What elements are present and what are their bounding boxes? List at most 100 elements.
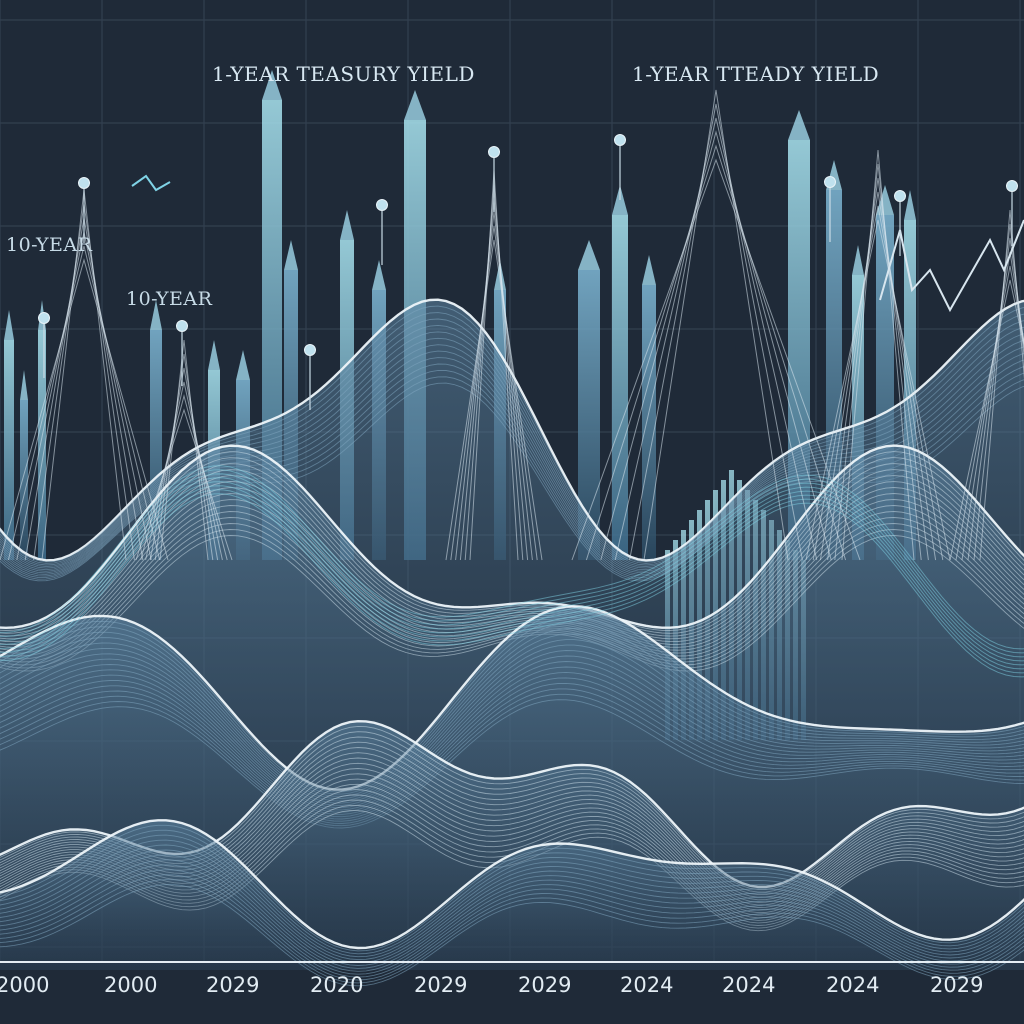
spike-line [955, 265, 1024, 561]
spike-line [600, 130, 832, 561]
spike-line [967, 237, 1024, 561]
jagged-line [879, 219, 1024, 313]
x-tick-label: 2000 [0, 973, 50, 997]
wave-band-line [0, 699, 1024, 829]
wave-band-line [0, 849, 1024, 966]
stem-dot [824, 176, 836, 188]
spike-line [571, 158, 861, 561]
spike-line [812, 205, 944, 561]
title-left: 1-YEAR TEASURY YIELD [212, 62, 475, 86]
spike-bar-cap [788, 110, 810, 140]
spike-line [827, 177, 929, 561]
wave-band-line [0, 819, 1024, 950]
wave-band-line [0, 864, 1024, 975]
spike-line [7, 245, 161, 561]
wave-band-line [0, 844, 1024, 963]
x-tick-label: 2000 [104, 973, 158, 997]
spike-line [154, 353, 214, 561]
wave-band-line [0, 650, 1024, 809]
spike-line [834, 163, 922, 561]
stem-dot [78, 177, 90, 189]
wave-band-line [0, 688, 1024, 824]
spike-bar-cap [236, 350, 250, 380]
spike-line [805, 219, 951, 561]
wave-band-line [0, 633, 1024, 802]
wave-band-line [0, 517, 1024, 663]
wave-band-line [0, 829, 1024, 955]
spike-line [140, 394, 228, 561]
x-tick-label: 2020 [310, 973, 364, 997]
wave-band-fill [0, 820, 1024, 970]
wave-band-line [0, 451, 1024, 631]
stem-dot [894, 190, 906, 202]
small-zigzag [131, 174, 171, 192]
wave-band-line [0, 605, 1024, 791]
wave-band-line [0, 693, 1024, 827]
cyan-wave-line [0, 485, 1024, 670]
cyan-wave-line [0, 481, 1024, 666]
spike-line [949, 279, 1024, 561]
spike-line [841, 149, 915, 561]
spike-bar-cap [642, 255, 656, 285]
x-axis-labels: 2000 2000 2029 2020 2029 2029 2024 2024 … [0, 965, 1024, 1005]
spike-line [135, 408, 233, 561]
cyan-wave-line [0, 469, 1024, 654]
cyan-wave-line [0, 477, 1024, 662]
wave-band-line [0, 444, 1024, 630]
spike-bar-cap [20, 370, 28, 400]
spike-bar-cap [284, 240, 298, 270]
wave-band-line [0, 839, 1024, 961]
stem-dot [1006, 180, 1018, 192]
wave-band-line [0, 655, 1024, 811]
spike-bar [4, 340, 14, 560]
spike-line [445, 239, 543, 561]
spike-bar-cap [150, 300, 162, 330]
spike-line [0, 258, 169, 561]
spike-line [979, 209, 1024, 561]
spike-line [149, 367, 219, 561]
spike-line [973, 223, 1024, 561]
spike-line [643, 89, 789, 561]
spike-bar [578, 270, 600, 560]
wave-band-line [0, 616, 1024, 795]
side-label-1: 10-YEAR [6, 234, 93, 256]
spike-line [159, 339, 209, 561]
x-tick-label: 2029 [518, 973, 572, 997]
wave-band-line [0, 666, 1024, 815]
spike-bar-cap [372, 260, 386, 290]
spike-line [450, 225, 538, 561]
x-tick-label: 2029 [930, 973, 984, 997]
stem-dot [304, 344, 316, 356]
wave-band-line [0, 628, 1024, 800]
spike-bar-cap [208, 340, 220, 370]
stem-dot [614, 134, 626, 146]
cyan-wave-line [0, 465, 1024, 650]
stem-dot [176, 320, 188, 332]
spike-bar-cap [404, 90, 426, 120]
spike-bar-cap [340, 210, 354, 240]
wave-band-line [0, 824, 1024, 952]
wave-band-line [0, 879, 1024, 984]
stem-dot [376, 199, 388, 211]
spike-line [819, 191, 937, 561]
spike-bar [642, 285, 656, 560]
wave-band-line [0, 661, 1024, 813]
wave-band-line [0, 639, 1024, 804]
wave-band-line [0, 859, 1024, 972]
wave-band-line [0, 854, 1024, 969]
wave-band-line [0, 611, 1024, 793]
spike-bar [38, 330, 46, 560]
wave-band-line [0, 682, 1024, 822]
wave-bands [0, 298, 1024, 987]
x-tick-label: 2024 [722, 973, 776, 997]
spike-bar-cap [578, 240, 600, 270]
wave-band-line [0, 671, 1024, 818]
wave-band-line [0, 874, 1024, 981]
cyan-wave-line [0, 493, 1024, 678]
spike-dots [38, 134, 1018, 410]
wave-band-line [0, 677, 1024, 820]
wave-band-line [0, 337, 1024, 571]
spike-line [145, 381, 223, 561]
